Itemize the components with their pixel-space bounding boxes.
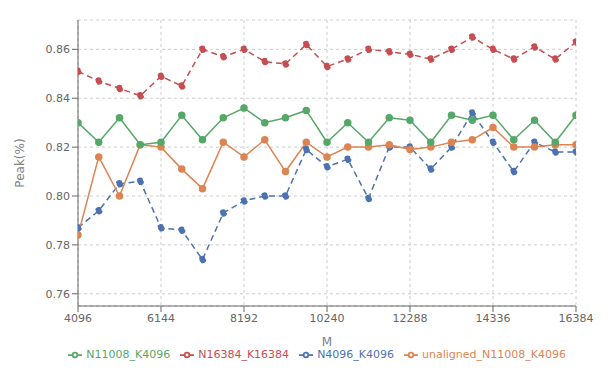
svg-text:0.84: 0.84 xyxy=(46,92,71,105)
html-text:N11008_K4096: N11008_K4096 xyxy=(86,348,171,361)
svg-text:0.76: 0.76 xyxy=(46,288,71,301)
html-text:N4096_K4096: N4096_K4096 xyxy=(317,348,395,361)
html-text:unaligned_N11008_K4096: unaligned_N11008_K4096 xyxy=(422,348,566,361)
svg-text:0.82: 0.82 xyxy=(46,141,71,154)
svg-text:14336: 14336 xyxy=(476,312,511,325)
svg-text:0.80: 0.80 xyxy=(46,190,71,203)
svg-text:4096: 4096 xyxy=(64,312,92,325)
svg-text:16384: 16384 xyxy=(559,312,594,325)
svg-text:M: M xyxy=(322,335,332,349)
svg-text:0.86: 0.86 xyxy=(46,43,71,56)
svg-text:12288: 12288 xyxy=(393,312,428,325)
svg-text:0.78: 0.78 xyxy=(46,239,71,252)
svg-text:Peak(%): Peak(%) xyxy=(13,138,27,187)
html-text:N16384_K16384: N16384_K16384 xyxy=(198,348,290,361)
svg-text:8192: 8192 xyxy=(230,312,258,325)
svg-text:10240: 10240 xyxy=(310,312,345,325)
svg-text:6144: 6144 xyxy=(147,312,175,325)
